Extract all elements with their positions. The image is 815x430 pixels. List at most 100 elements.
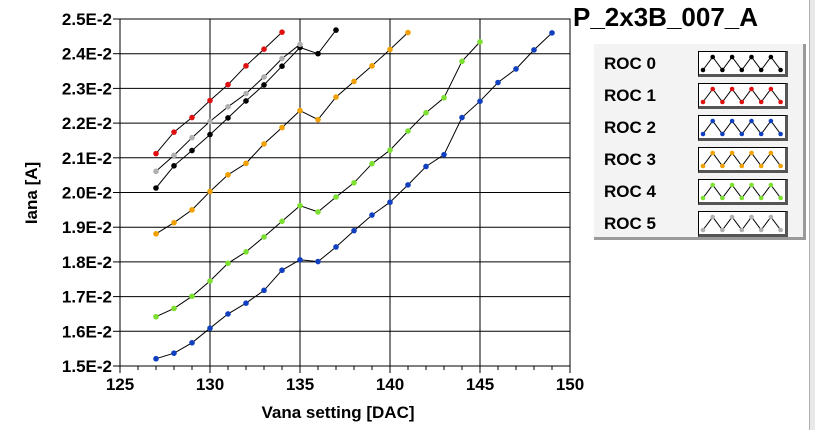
legend-marker [768, 118, 774, 124]
legend-marker [720, 131, 725, 137]
legend-swatch [698, 115, 788, 141]
y-tick-label: 2.4E-2 [62, 45, 112, 64]
series-roc-1 [153, 29, 285, 157]
series-roc-0 [153, 27, 339, 191]
legend-swatch [698, 51, 788, 77]
legend-swatch [698, 211, 788, 237]
legend-marker [778, 195, 783, 201]
data-point [297, 202, 303, 209]
data-point [189, 134, 195, 141]
legend-marker [700, 163, 706, 169]
y-tick-label: 1.7E-2 [62, 288, 112, 307]
data-point [369, 63, 375, 69]
y-tick-label: 2.1E-2 [62, 149, 112, 168]
data-point [243, 160, 249, 167]
legend-marker [768, 214, 774, 220]
data-point [153, 185, 159, 191]
data-point [225, 260, 231, 267]
legend-marker [700, 99, 706, 105]
series-line [155, 32, 409, 235]
legend-marker [700, 195, 706, 201]
data-point [279, 55, 285, 62]
legend-marker [778, 67, 783, 73]
data-point [261, 82, 267, 88]
data-point [225, 103, 231, 110]
data-point [423, 163, 429, 170]
data-point [423, 109, 429, 116]
legend-marker [710, 214, 715, 220]
legend-marker [720, 227, 725, 233]
legend-marker [710, 182, 715, 188]
y-axis-label: Iana [A] [22, 162, 41, 224]
legend-marker [700, 131, 706, 137]
legend-swatch [698, 83, 788, 109]
data-point [333, 194, 339, 200]
x-tick-label: 125 [106, 375, 134, 394]
axes: 125 130 135 140 145 150 1.5E-2 1.6E-2 1.7E-2 1.8E… [62, 10, 584, 394]
y-tick-label: 2.5E-2 [62, 10, 112, 29]
y-tick-label: 2.3E-2 [62, 79, 112, 98]
legend-marker [739, 195, 745, 201]
legend-marker [749, 150, 754, 156]
data-point [405, 182, 411, 188]
legend-entry-roc4: ROC 4 [594, 176, 802, 208]
legend-label: ROC 0 [604, 54, 656, 73]
data-point [225, 311, 231, 317]
legend-marker [739, 67, 745, 73]
legend-swatch [698, 179, 788, 205]
data-point [315, 116, 321, 123]
data-point [351, 78, 357, 85]
data-point [207, 118, 213, 125]
data-point [279, 267, 285, 274]
data-point [171, 129, 177, 135]
legend-marker [749, 54, 754, 60]
data-point [207, 97, 213, 104]
data-point [261, 287, 267, 294]
legend-marker [720, 99, 725, 105]
x-tick-label: 130 [196, 375, 224, 394]
data-point [333, 244, 339, 250]
legend-marker [758, 195, 764, 201]
data-point [333, 94, 339, 100]
data-point [441, 151, 447, 158]
legend-marker [778, 131, 783, 137]
data-point [207, 278, 213, 284]
data-point [243, 63, 249, 69]
series-roc-4 [153, 39, 483, 320]
legend-label: ROC 1 [604, 86, 656, 105]
data-point [387, 199, 393, 206]
series-line [155, 31, 283, 154]
data-point [171, 219, 177, 226]
legend: ROC 0 ROC 1 ROC 2 ROC 3 ROC 4 ROC 5 [594, 44, 806, 240]
series-line [155, 41, 481, 318]
legend-entry-roc5: ROC 5 [594, 208, 802, 240]
legend-marker [749, 182, 754, 188]
legend-marker [768, 86, 774, 92]
data-point [531, 47, 537, 53]
data-point [189, 207, 195, 213]
data-point [153, 355, 159, 362]
legend-marker [758, 131, 764, 137]
legend-marker [720, 67, 725, 73]
legend-marker [758, 67, 764, 73]
data-point [171, 350, 177, 356]
data-point [207, 188, 213, 195]
data-point [513, 66, 519, 72]
y-tick-label: 1.5E-2 [62, 357, 112, 376]
data-point [171, 162, 177, 169]
x-tick-label: 150 [556, 375, 584, 394]
data-point [261, 234, 267, 240]
data-point [189, 114, 195, 121]
legend-marker [710, 86, 715, 92]
x-tick-label: 140 [376, 375, 404, 394]
data-point [351, 227, 357, 234]
data-point [189, 339, 195, 346]
legend-marker [710, 150, 715, 156]
data-point [495, 79, 501, 86]
data-point [261, 46, 267, 52]
data-point [225, 115, 231, 121]
y-tick-label: 2.2E-2 [62, 114, 112, 133]
data-point [369, 160, 375, 167]
series-roc-3 [153, 29, 411, 237]
data-point [153, 150, 159, 157]
